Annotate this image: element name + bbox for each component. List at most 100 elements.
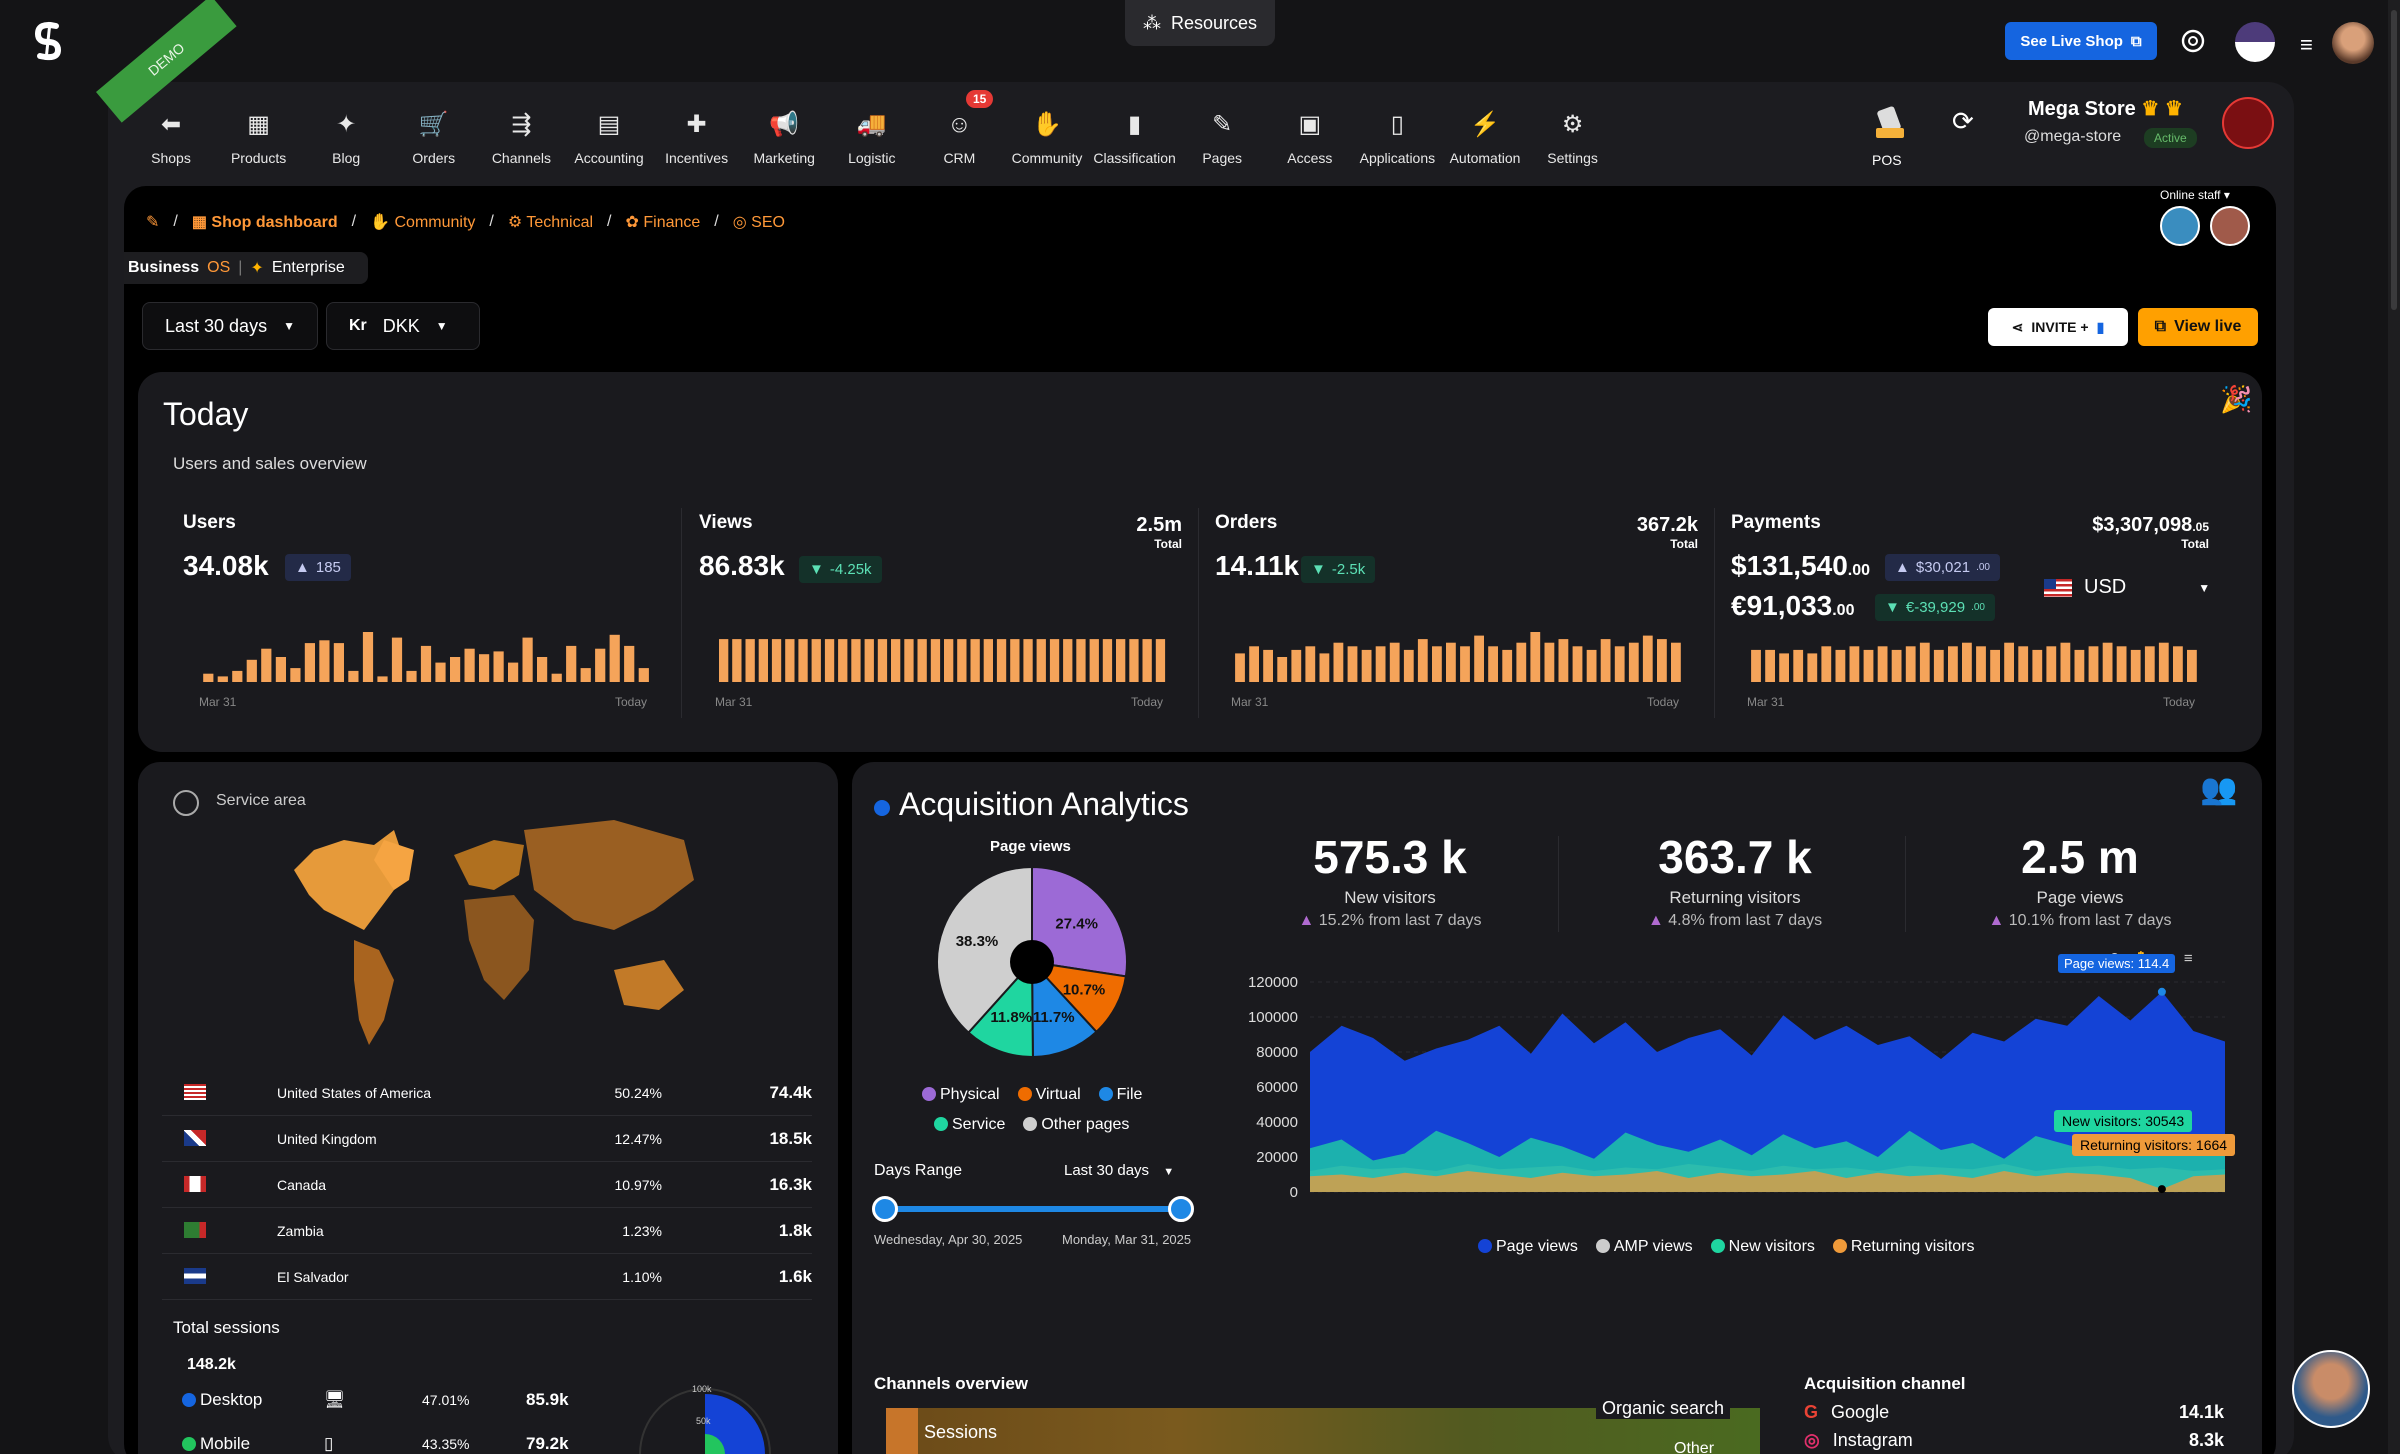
bar [362,632,374,682]
store-logo[interactable] [2222,97,2274,149]
range-slider-track[interactable] [884,1206,1182,1212]
days-range-select[interactable]: Last 30 days ▼ [1064,1162,1174,1179]
nav-item-community[interactable]: ✋ Community [1004,108,1090,166]
nav-item-crm[interactable]: ☺ CRM [916,108,1002,166]
refresh-icon[interactable]: ⟳ [1952,106,1974,136]
page-views-pie-chart[interactable]: 27.4% 10.7% 11.7%11.8% 38.3% [932,862,1132,1062]
page-scrollbar-thumb[interactable] [2391,10,2397,310]
acq-channel-instagram[interactable]: ◎ Instagram 8.3k [1804,1430,2224,1451]
service-area-toggle[interactable] [173,790,199,816]
payments-currency-select[interactable]: USD ▼ [2044,576,2210,599]
bar [1530,632,1541,682]
nav-item-pages[interactable]: ✎ Pages [1179,108,1265,166]
legend-item[interactable]: Returning visitors [1832,1238,1975,1256]
business-os-switcher[interactable]: Business OS | ✦ Enterprise [124,252,368,284]
pie-slice-physical[interactable] [1031,865,1128,978]
legend-item[interactable]: Service [934,1116,1005,1134]
nav-item-logistic[interactable]: 🚚 Logistic [829,108,915,166]
currency-select[interactable]: Kr DKK ▼ [326,302,480,350]
theme-avatar[interactable] [2235,22,2275,62]
map-canada[interactable] [374,840,414,890]
sessions-node[interactable] [886,1408,918,1454]
view-live-button[interactable]: ⧉ View live [2138,308,2258,346]
bar [1628,642,1639,682]
nav-item-settings[interactable]: ⚙ Settings [1530,108,1616,166]
acquisition-area-chart[interactable]: 020000400006000080000100000120000Apr 1Ap… [1240,962,2240,1202]
page-scrollbar[interactable] [2388,0,2400,1454]
legend-item[interactable]: Virtual [1017,1086,1081,1104]
magic-wand-icon[interactable]: ✎ [146,214,160,231]
nav-item-orders[interactable]: 🛒 Orders [391,108,477,166]
orders-delta: -2.5k [1331,561,1366,578]
bar [1432,646,1442,682]
breadcrumb-seo[interactable]: ◎ SEO [732,214,785,231]
online-staff-dropdown[interactable]: Online staff ▾ [2160,188,2230,202]
pie-slice-file[interactable] [1030,959,1098,1059]
invite-button[interactable]: ⋖ INVITE + ▮ [1988,308,2128,346]
breadcrumb-community[interactable]: ✋ Community [370,214,476,231]
breadcrumb-finance[interactable]: ✿ Finance [625,214,701,231]
legend-item[interactable]: File [1098,1086,1142,1104]
country-row[interactable]: United States of America 50.24% 74.4k [162,1070,812,1116]
nav-item-incentives[interactable]: ✚ Incentives [654,108,740,166]
map-asia[interactable] [524,820,694,930]
pos-icon[interactable] [1870,104,1910,144]
legend-item[interactable]: Other pages [1023,1116,1129,1134]
country-row[interactable]: United Kingdom 12.47% 18.5k [162,1116,812,1162]
legend-item[interactable]: Physical [922,1086,1000,1104]
staff-avatar[interactable] [2210,206,2250,246]
pie-slice-other-pages[interactable] [936,865,1033,1035]
user-avatar[interactable] [2332,22,2374,64]
hamburger-menu-icon[interactable]: ≡ [2300,32,2313,57]
country-row[interactable]: Canada 10.97% 16.3k [162,1162,812,1208]
country-row[interactable]: El Salvador 1.10% 1.6k [162,1254,812,1300]
pie-slice-service[interactable] [967,959,1034,1059]
share-icon: ⋖ [2011,318,2024,335]
legend-item[interactable]: New visitors [1710,1238,1815,1256]
device-row[interactable]: Mobile ▯ 43.35% 79.2k [182,1434,582,1454]
nav-item-automation[interactable]: ⚡ Automation [1442,108,1528,166]
nav-item-shops[interactable]: ⬅ Shops [128,108,214,166]
map-south-america[interactable] [354,940,394,1045]
openai-icon[interactable] [2178,26,2208,56]
nav-item-label: Orders [412,150,456,166]
bar [609,634,620,682]
breadcrumb-community-label: Community [394,214,476,231]
nav-item-blog[interactable]: ✦ Blog [303,108,389,166]
bar [2046,646,2057,682]
acq-channel-google[interactable]: G Google 14.1k [1804,1402,2224,1423]
nav-item-products[interactable]: ▦ Products [216,108,302,166]
nav-item-channels[interactable]: ⇶ Channels [478,108,564,166]
users-delta-badge: ▲ 185 [285,554,351,581]
acq-channel-value: 8.3k [2188,1430,2224,1450]
bar [1905,646,1916,682]
range-slider-start-handle[interactable] [872,1196,898,1222]
nav-item-applications[interactable]: ▯ Applications [1354,108,1440,166]
staff-avatar[interactable] [2160,206,2200,246]
country-row[interactable]: Zambia 1.23% 1.8k [162,1208,812,1254]
users-group-icon[interactable]: 👥 [2200,773,2238,806]
breadcrumb-shop-dashboard[interactable]: ▦ Shop dashboard [191,214,338,231]
app-logo[interactable] [28,18,68,64]
map-australia[interactable] [614,960,684,1010]
nav-item-accounting[interactable]: ▤ Accounting [566,108,652,166]
map-europe[interactable] [454,840,524,890]
series-area-returning-visitors[interactable] [1310,1171,2225,1192]
legend-item[interactable]: Page views [1478,1238,1578,1256]
legend-item[interactable]: AMP views [1595,1238,1693,1256]
range-slider-end-handle[interactable] [1168,1196,1194,1222]
nav-item-marketing[interactable]: 📢 Marketing [741,108,827,166]
nav-item-classification[interactable]: ▮ Classification [1092,108,1178,166]
device-row[interactable]: Desktop 🖥 47.01% 85.9k [182,1390,582,1420]
menu-icon[interactable]: ≡ [2183,950,2193,967]
period-select[interactable]: Last 30 days ▼ [142,302,318,350]
breadcrumb-technical[interactable]: ⚙ Technical [507,214,594,231]
world-map[interactable] [284,800,704,1058]
support-chat-avatar[interactable] [2292,1350,2370,1428]
nav-item-access[interactable]: ▣ Access [1267,108,1353,166]
resources-button[interactable]: ⁂ Resources [1125,0,1275,46]
legend-label: Page views [1496,1238,1578,1255]
bar [1036,639,1046,682]
see-live-shop-button[interactable]: See Live Shop ⧉ [2005,22,2157,60]
map-africa[interactable] [464,895,534,1000]
